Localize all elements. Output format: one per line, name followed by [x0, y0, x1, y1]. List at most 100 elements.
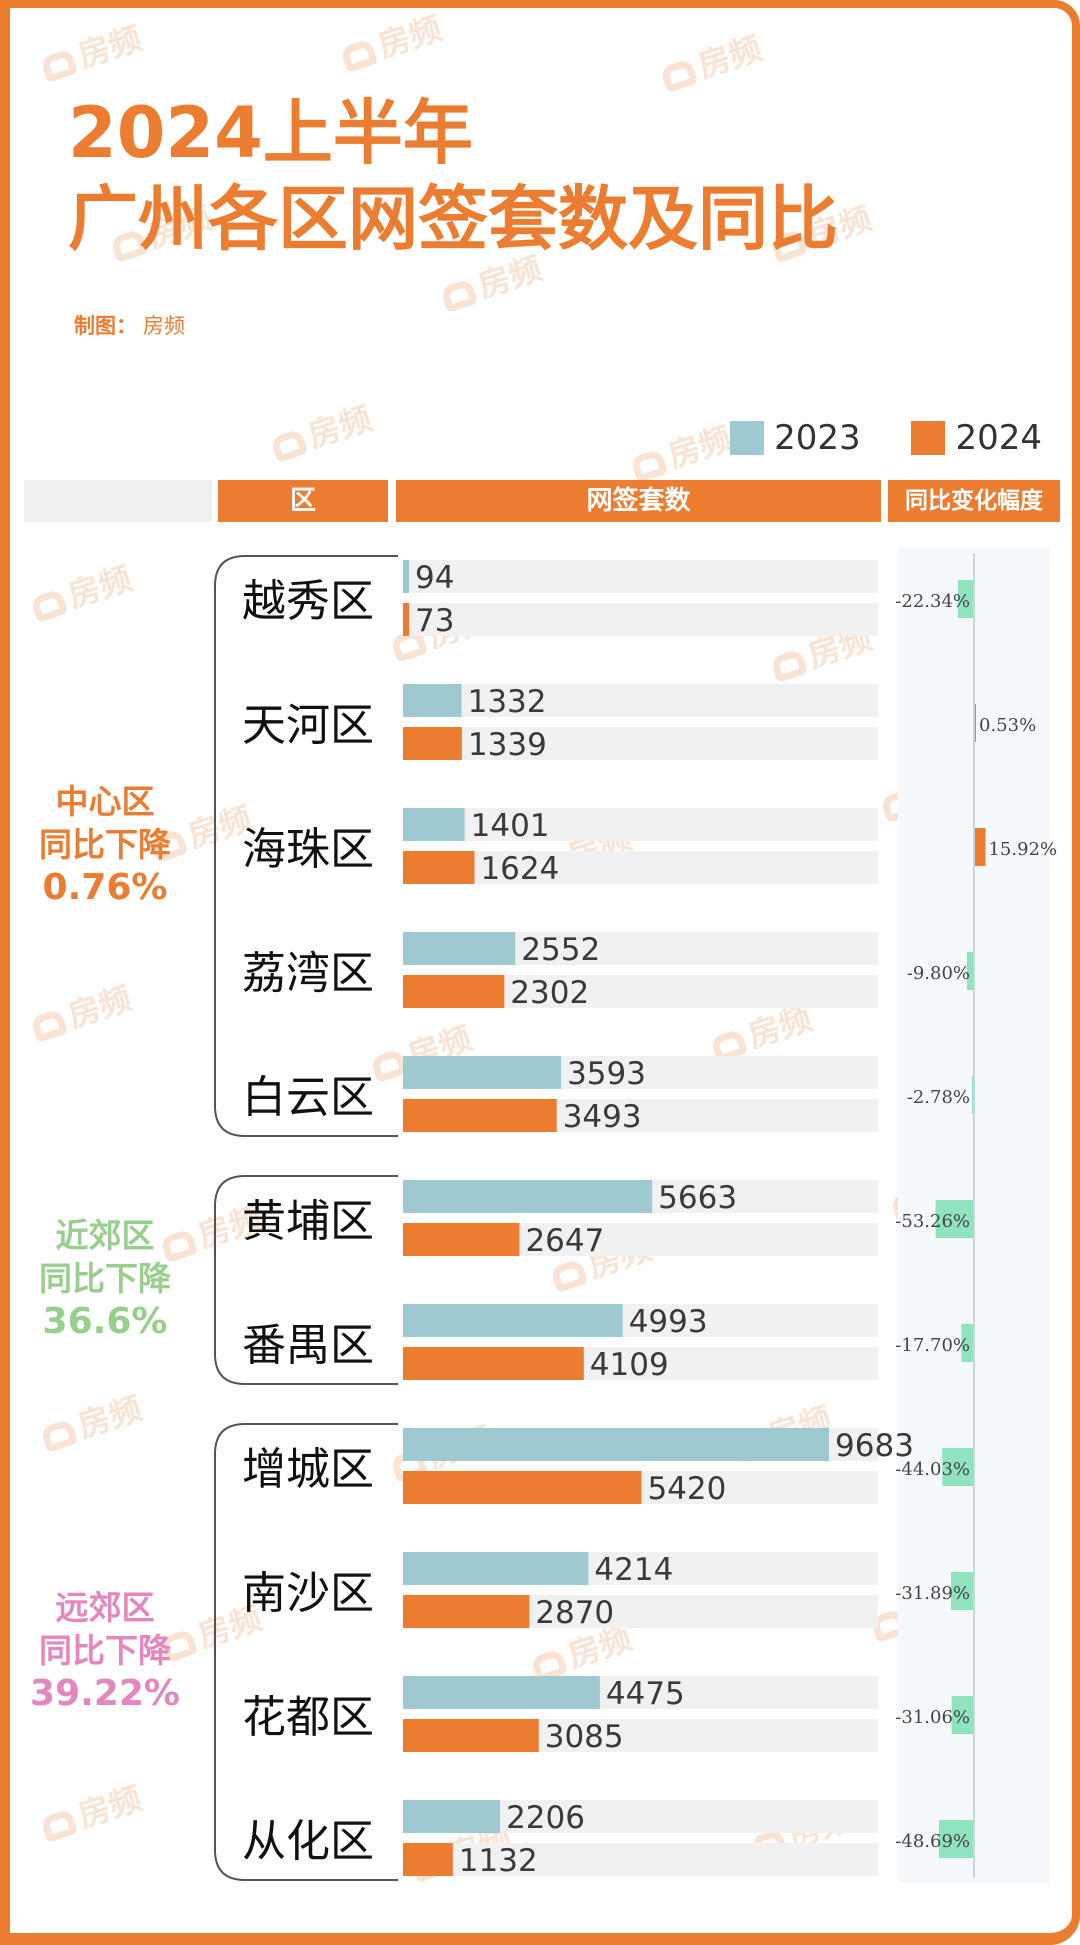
value-label-2024: 5420: [647, 1471, 726, 1507]
bar-2024: [403, 851, 475, 884]
bar-2023: [403, 932, 516, 965]
group-label-line3: 0.76%: [42, 867, 168, 908]
value-label-2024: 3493: [563, 1099, 642, 1135]
credit-label: 制图：: [74, 314, 137, 338]
legend-label-2023: 2023: [774, 418, 861, 458]
value-label-2023: 4214: [594, 1552, 673, 1588]
district-label: 越秀区: [242, 576, 374, 627]
header-blank: [24, 480, 212, 522]
change-label: -31.06%: [895, 1707, 970, 1728]
bar-2024: [403, 1471, 642, 1504]
value-label-2024: 1624: [480, 851, 559, 887]
bar-2023: [403, 1676, 600, 1709]
group-label-line2: 同比下降: [39, 1259, 171, 1298]
bar-2023: [403, 1428, 830, 1461]
district-label: 黄埔区: [242, 1196, 374, 1247]
legend-item-2024: 2024: [911, 418, 1042, 458]
change-bar-decline: [942, 1448, 974, 1486]
bar-2024: [403, 1843, 453, 1876]
district-label: 白云区: [242, 1072, 374, 1123]
bar-track-2023: [403, 684, 878, 717]
change-bar-decline: [935, 1200, 974, 1238]
change-bar-increase: [974, 828, 986, 866]
value-label-2023: 5663: [658, 1180, 737, 1216]
change-bar-decline: [971, 1076, 974, 1114]
district-label: 天河区: [242, 700, 374, 751]
value-label-2023: 1401: [471, 808, 550, 844]
value-label-2024: 73: [415, 603, 454, 639]
header-change: 同比变化幅度: [888, 480, 1060, 522]
legend-swatch-2024: [911, 421, 946, 455]
district-label: 从化区: [242, 1816, 374, 1867]
value-label-2023: 1332: [468, 684, 547, 720]
value-label-2023: 4993: [629, 1304, 708, 1340]
bar-2023: [403, 1180, 653, 1213]
bar-2023: [403, 1800, 501, 1833]
change-label: -2.78%: [907, 1087, 970, 1108]
value-label-2024: 1339: [468, 727, 547, 763]
change-label: -9.80%: [907, 963, 970, 984]
bar-2023: [403, 684, 462, 717]
change-bar-decline: [961, 1324, 974, 1362]
group-label: 中心区 同比下降 0.76%: [20, 780, 190, 909]
bar-track-2024: [403, 603, 878, 636]
value-label-2024: 2647: [525, 1223, 604, 1259]
group-label-line3: 39.22%: [30, 1673, 180, 1714]
bar-2024: [403, 1099, 557, 1132]
change-label: -22.34%: [895, 591, 970, 612]
header-count: 网签套数: [396, 480, 881, 522]
value-label-2023: 3593: [567, 1056, 646, 1092]
bar-2024: [403, 1595, 530, 1628]
group-bracket: [214, 555, 398, 1137]
bar-track-2024: [403, 727, 878, 760]
header-district: 区: [218, 480, 388, 522]
legend-swatch-2023: [730, 421, 765, 455]
group-bracket: [214, 1423, 398, 1881]
bar-2023: [403, 808, 465, 841]
bar-2024: [403, 1223, 520, 1256]
bar-2023: [403, 1056, 562, 1089]
district-label: 花都区: [242, 1692, 374, 1743]
value-label-2024: 4109: [590, 1347, 669, 1383]
bar-track-2023: [403, 560, 878, 593]
group-label: 远郊区 同比下降 39.22%: [20, 1586, 190, 1715]
value-label-2023: 4475: [606, 1676, 685, 1712]
value-label-2024: 2302: [510, 975, 589, 1011]
change-bar-decline: [951, 1572, 974, 1610]
bar-track-2023: [403, 808, 878, 841]
value-label-2023: 94: [415, 560, 454, 596]
value-label-2023: 2206: [506, 1800, 585, 1836]
bar-2024: [403, 603, 409, 636]
credit-value: 房频: [143, 314, 185, 338]
bar-track-2024: [403, 1843, 878, 1876]
change-label: 0.53%: [979, 715, 1036, 736]
change-label: -31.89%: [895, 1583, 970, 1604]
value-label-2024: 2870: [535, 1595, 614, 1631]
value-label-2023: 9683: [835, 1428, 914, 1464]
bar-2024: [403, 1719, 539, 1752]
change-label: 15.92%: [988, 839, 1057, 860]
district-label: 南沙区: [242, 1568, 374, 1619]
change-bar-decline: [951, 1696, 974, 1734]
bar-2024: [403, 727, 462, 760]
group-bracket: [214, 1175, 398, 1385]
change-bar-decline: [966, 952, 974, 990]
group-label: 近郊区同比下降 36.6%: [20, 1214, 190, 1343]
change-bar-decline: [957, 580, 974, 618]
group-label-line1: 中心区: [55, 782, 155, 821]
change-label: -53.26%: [895, 1211, 970, 1232]
bar-2023: [403, 1304, 623, 1337]
bar-2024: [403, 1347, 584, 1380]
group-label-line3: 36.6%: [42, 1301, 168, 1342]
group-label-line1: 近郊区: [55, 1216, 155, 1255]
title-line-1: 2024上半年: [68, 92, 473, 174]
change-label: -44.03%: [895, 1459, 970, 1480]
bar-2024: [403, 975, 505, 1008]
district-label: 海珠区: [242, 824, 374, 875]
value-label-2024: 3085: [545, 1719, 624, 1755]
credit: 制图： 房频: [74, 310, 185, 340]
district-label: 增城区: [242, 1444, 374, 1495]
district-label: 番禺区: [242, 1320, 374, 1371]
bar-2023: [403, 560, 409, 593]
